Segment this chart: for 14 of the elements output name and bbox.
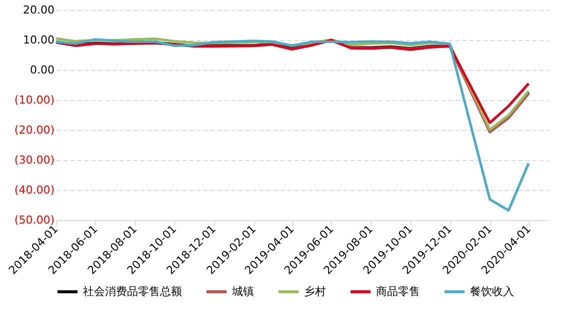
legend-label: 餐饮收入 [470, 284, 514, 298]
y-tick-label: 10.00 [23, 34, 54, 46]
legend-label: 乡村 [304, 284, 326, 298]
y-tick-label: (10.00) [14, 94, 54, 106]
y-tick-label: (20.00) [14, 124, 54, 136]
legend-label: 城镇 [231, 284, 254, 298]
legend-label: 商品零售 [376, 284, 420, 298]
y-tick-label: (50.00) [14, 214, 54, 226]
y-tick-label: 0.00 [30, 64, 54, 76]
y-tick-label: (30.00) [14, 154, 54, 166]
y-tick-label: (40.00) [14, 184, 54, 196]
legend-label: 社会消费品零售总额 [83, 284, 182, 298]
line-series [54, 38, 530, 212]
y-tick-label: 20.00 [23, 4, 54, 16]
